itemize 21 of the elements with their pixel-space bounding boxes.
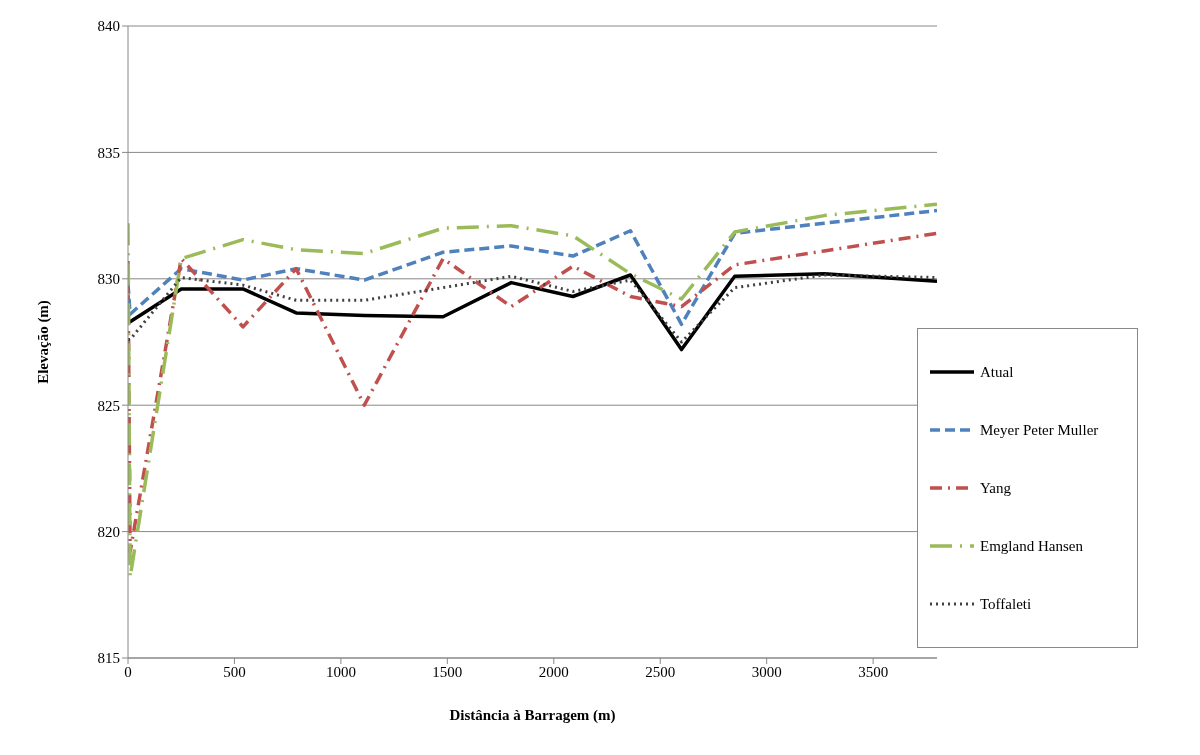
x-tick-label: 1500 bbox=[432, 663, 463, 680]
y-axis-title: Elevação (m) bbox=[35, 300, 53, 384]
legend-label: Meyer Peter Muller bbox=[980, 421, 1099, 439]
y-tick-label: 840 bbox=[97, 18, 120, 35]
x-tick-label: 2000 bbox=[538, 663, 569, 680]
x-axis-title: Distância à Barragem (m) bbox=[449, 707, 616, 724]
x-tick-label: 0 bbox=[124, 663, 132, 680]
x-tick-label: 1000 bbox=[325, 663, 356, 680]
legend-label: Yang bbox=[980, 479, 1011, 497]
y-tick-label: 820 bbox=[97, 523, 120, 540]
x-tick-label: 3500 bbox=[858, 663, 889, 680]
legend-label: Toffaleti bbox=[980, 595, 1032, 613]
y-tick-label: 825 bbox=[97, 397, 120, 414]
y-tick-label: 835 bbox=[97, 144, 120, 161]
y-tick-label: 815 bbox=[97, 650, 120, 667]
x-tick-label: 500 bbox=[223, 663, 246, 680]
x-tick-label: 2500 bbox=[645, 663, 676, 680]
legend-label: Emgland Hansen bbox=[980, 537, 1083, 555]
legend-label: Atual bbox=[980, 363, 1014, 381]
y-tick-label: 830 bbox=[97, 271, 120, 288]
x-tick-label: 3000 bbox=[751, 663, 782, 680]
